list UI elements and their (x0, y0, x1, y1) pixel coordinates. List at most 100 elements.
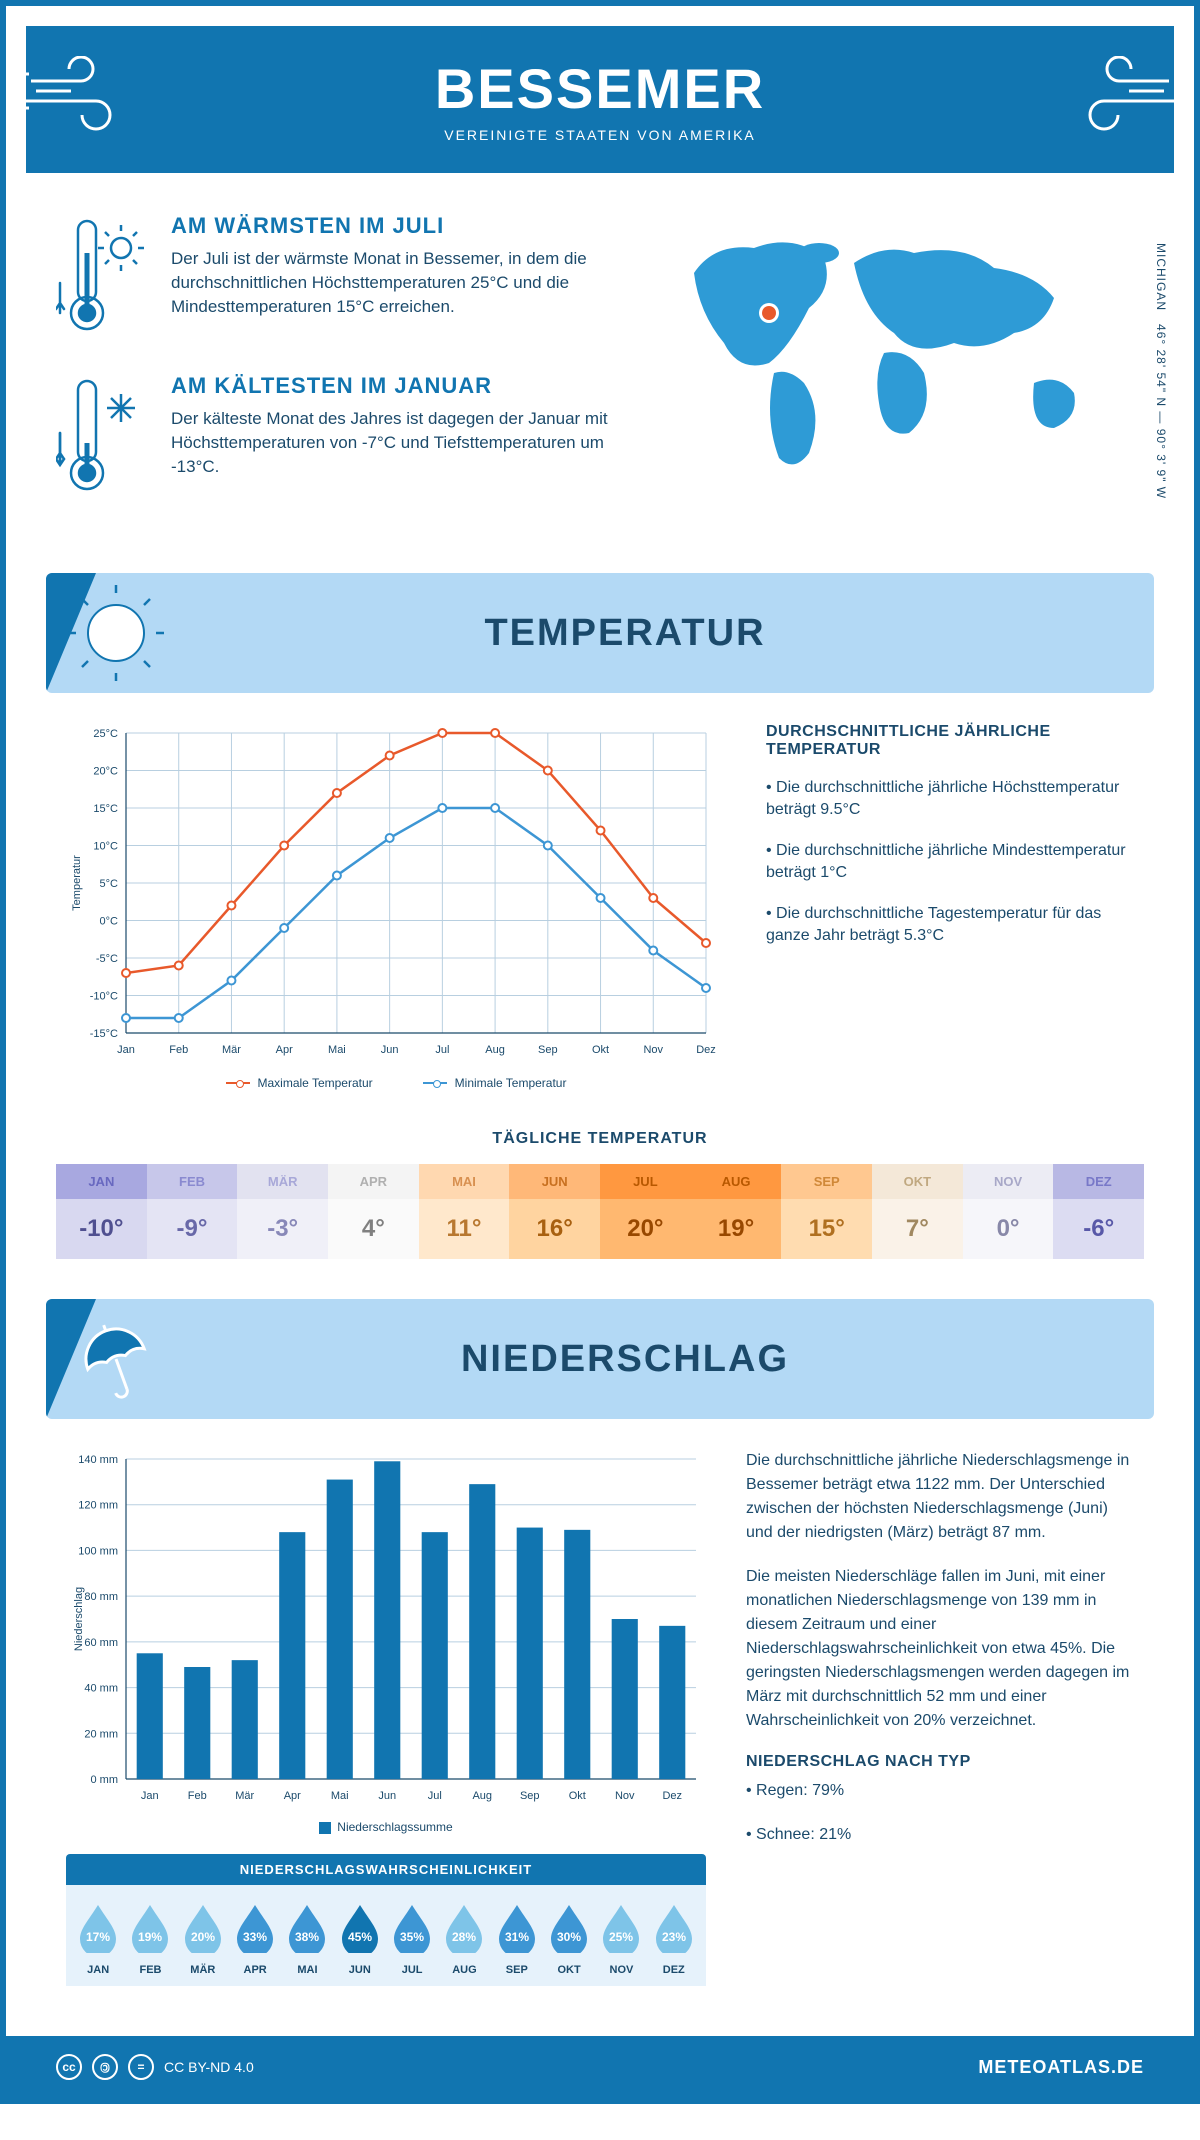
precip-type-title: NIEDERSCHLAG NACH TYP (746, 1753, 1134, 1771)
world-map: MICHIGAN 46° 28' 54" N — 90° 3' 9" W (664, 213, 1144, 533)
svg-text:25°C: 25°C (93, 728, 118, 740)
svg-text:Mai: Mai (328, 1044, 346, 1056)
svg-text:0°C: 0°C (100, 916, 119, 928)
svg-text:30%: 30% (557, 1930, 581, 1944)
precip-banner: NIEDERSCHLAG (46, 1299, 1154, 1419)
svg-text:140 mm: 140 mm (78, 1454, 118, 1466)
svg-text:31%: 31% (505, 1930, 529, 1944)
svg-text:17%: 17% (86, 1930, 110, 1944)
warmest-title: AM WÄRMSTEN IM JULI (171, 213, 634, 239)
precip-probability-box: NIEDERSCHLAGSWAHRSCHEINLICHKEIT 17% JAN … (66, 1854, 706, 1986)
umbrella-icon (66, 1309, 166, 1409)
thermometer-cold-icon (56, 373, 146, 503)
svg-text:Temperatur: Temperatur (71, 855, 83, 911)
svg-text:120 mm: 120 mm (78, 1500, 118, 1512)
daily-temp-cell: JUL 20° (600, 1164, 691, 1259)
svg-text:0 mm: 0 mm (91, 1774, 119, 1786)
temperature-line-chart: -15°C-10°C-5°C0°C5°C10°C15°C20°C25°CJanF… (66, 723, 726, 1090)
svg-text:Jun: Jun (381, 1044, 399, 1056)
precip-prob-drop: 31% SEP (493, 1903, 541, 1976)
svg-text:Aug: Aug (472, 1790, 492, 1802)
precip-prob-drop: 33% APR (231, 1903, 279, 1976)
daily-temp-cell: OKT 7° (872, 1164, 963, 1259)
license-text: CC BY-ND 4.0 (164, 2059, 254, 2075)
svg-text:Jul: Jul (435, 1044, 449, 1056)
svg-text:Dez: Dez (696, 1044, 716, 1056)
svg-text:Sep: Sep (520, 1790, 540, 1802)
svg-text:-5°C: -5°C (96, 953, 118, 965)
wind-icon (21, 56, 141, 136)
precip-type-item: • Regen: 79% (746, 1779, 1134, 1803)
temp-side-title: DURCHSCHNITTLICHE JÄHRLICHE TEMPERATUR (766, 723, 1134, 759)
brand-text: METEOATLAS.DE (978, 2057, 1144, 2078)
svg-text:20%: 20% (191, 1930, 215, 1944)
precip-prob-drop: 28% AUG (440, 1903, 488, 1976)
daily-temp-table: JAN -10° FEB -9° MÄR -3° APR 4° MAI 11° … (56, 1164, 1144, 1259)
precip-prob-drop: 38% MAI (283, 1903, 331, 1976)
precip-prob-drop: 17% JAN (74, 1903, 122, 1976)
svg-text:Mär: Mär (235, 1790, 254, 1802)
svg-text:100 mm: 100 mm (78, 1545, 118, 1557)
precip-prob-drop: 20% MÄR (179, 1903, 227, 1976)
precip-prob-drop: 23% DEZ (650, 1903, 698, 1976)
coldest-title: AM KÄLTESTEN IM JANUAR (171, 373, 634, 399)
warmest-fact: AM WÄRMSTEN IM JULI Der Juli ist der wär… (56, 213, 634, 343)
svg-text:Feb: Feb (169, 1044, 188, 1056)
cc-icon: cc (56, 2054, 82, 2080)
svg-text:20 mm: 20 mm (84, 1728, 118, 1740)
coordinates: MICHIGAN 46° 28' 54" N — 90° 3' 9" W (1154, 243, 1168, 499)
svg-text:Jun: Jun (378, 1790, 396, 1802)
thermometer-hot-icon (56, 213, 146, 343)
footer: cc 🄯 = CC BY-ND 4.0 METEOATLAS.DE (6, 2036, 1194, 2098)
warmest-text: Der Juli ist der wärmste Monat in Bessem… (171, 247, 634, 318)
svg-text:-10°C: -10°C (90, 991, 118, 1003)
svg-text:25%: 25% (609, 1930, 633, 1944)
svg-text:15°C: 15°C (93, 803, 118, 815)
precip-prob-drop: 45% JUN (336, 1903, 384, 1976)
precip-prob-drop: 25% NOV (597, 1903, 645, 1976)
temp-bullet: • Die durchschnittliche jährliche Höchst… (766, 777, 1134, 822)
daily-temp-cell: FEB -9° (147, 1164, 238, 1259)
precip-prob-drop: 30% OKT (545, 1903, 593, 1976)
svg-text:Feb: Feb (188, 1790, 207, 1802)
sun-icon (66, 583, 166, 683)
svg-text:Okt: Okt (592, 1044, 609, 1056)
page-subtitle: VEREINIGTE STAATEN VON AMERIKA (56, 127, 1144, 143)
section-title: TEMPERATUR (96, 612, 1154, 655)
daily-temp-cell: SEP 15° (781, 1164, 872, 1259)
wind-icon (1059, 56, 1179, 136)
svg-text:23%: 23% (662, 1930, 686, 1944)
svg-text:45%: 45% (348, 1930, 372, 1944)
svg-text:Nov: Nov (643, 1044, 663, 1056)
coldest-fact: AM KÄLTESTEN IM JANUAR Der kälteste Mona… (56, 373, 634, 503)
daily-temp-cell: AUG 19° (691, 1164, 782, 1259)
daily-temp-cell: MÄR -3° (237, 1164, 328, 1259)
precip-prob-drop: 19% FEB (126, 1903, 174, 1976)
by-icon: 🄯 (92, 2054, 118, 2080)
temperature-banner: TEMPERATUR (46, 573, 1154, 693)
svg-text:40 mm: 40 mm (84, 1683, 118, 1695)
svg-text:Apr: Apr (284, 1790, 301, 1802)
svg-text:33%: 33% (243, 1930, 267, 1944)
svg-text:Mai: Mai (331, 1790, 349, 1802)
prob-title: NIEDERSCHLAGSWAHRSCHEINLICHKEIT (66, 1854, 706, 1885)
svg-text:80 mm: 80 mm (84, 1591, 118, 1603)
daily-temp-cell: JUN 16° (509, 1164, 600, 1259)
daily-temp-cell: DEZ -6° (1053, 1164, 1144, 1259)
daily-temp-cell: MAI 11° (419, 1164, 510, 1259)
svg-text:Okt: Okt (569, 1790, 586, 1802)
svg-text:5°C: 5°C (100, 878, 119, 890)
svg-text:Jul: Jul (428, 1790, 442, 1802)
svg-text:10°C: 10°C (93, 841, 118, 853)
precip-prob-drop: 35% JUL (388, 1903, 436, 1976)
precip-paragraph: Die durchschnittliche jährliche Niedersc… (746, 1449, 1134, 1545)
svg-text:Dez: Dez (662, 1790, 682, 1802)
nd-icon: = (128, 2054, 154, 2080)
daily-temp-cell: APR 4° (328, 1164, 419, 1259)
header: BESSEMER VEREINIGTE STAATEN VON AMERIKA (26, 26, 1174, 173)
page-title: BESSEMER (56, 56, 1144, 121)
svg-text:Nov: Nov (615, 1790, 635, 1802)
precip-paragraph: Die meisten Niederschläge fallen im Juni… (746, 1565, 1134, 1733)
precip-type-item: • Schnee: 21% (746, 1823, 1134, 1847)
section-title: NIEDERSCHLAG (96, 1338, 1154, 1381)
